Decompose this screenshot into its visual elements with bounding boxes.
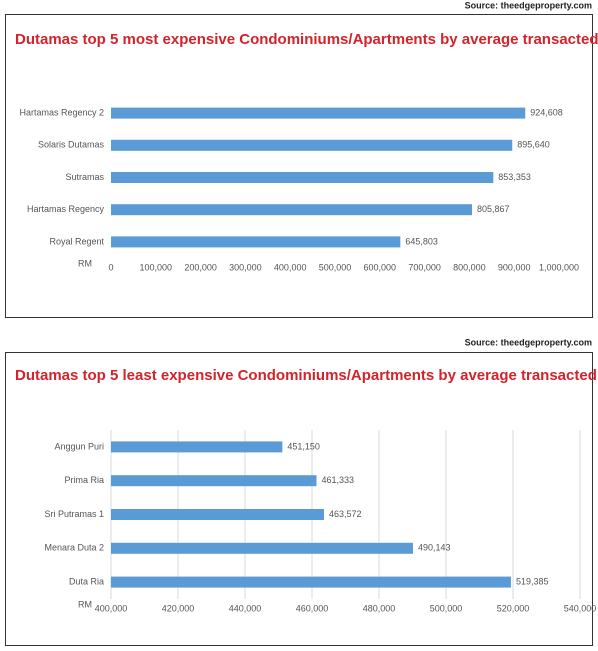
x-tick-label: 500,000	[430, 603, 463, 613]
value-label: 924,608	[530, 107, 563, 117]
y-tick-label: Hartamas Regency	[27, 204, 105, 214]
bar	[111, 204, 473, 216]
x-tick-label: 900,000	[498, 262, 531, 272]
x-tick-label: 500,000	[319, 262, 352, 272]
x-tick-label: 400,000	[274, 262, 307, 272]
bar	[111, 139, 513, 151]
x-tick-label: 1,000,000	[539, 262, 579, 272]
y-tick-label: Anggun Puri	[54, 441, 104, 451]
x-tick-label: 800,000	[453, 262, 486, 272]
y-tick-label: Solaris Dutamas	[38, 140, 105, 150]
value-label: 490,143	[418, 543, 451, 553]
y-tick-label: Hartamas Regency 2	[19, 107, 104, 117]
chart-frame	[5, 14, 593, 318]
source: Source: theedgeproperty.com	[465, 0, 592, 10]
x-tick-label: 480,000	[363, 603, 396, 613]
bar	[111, 236, 401, 248]
value-label: 461,333	[321, 475, 354, 485]
chart-title: Dutamas top 5 least expensive Condominiu…	[15, 367, 598, 384]
x-tick-label: 440,000	[229, 603, 262, 613]
value-label: 805,867	[477, 204, 510, 214]
x-tick-label: 520,000	[497, 603, 530, 613]
bar	[111, 576, 511, 588]
y-tick-label: Sri Putramas 1	[44, 509, 104, 519]
source: Source: theedgeproperty.com	[465, 337, 592, 347]
chart-title: Dutamas top 5 most expensive Condominium…	[15, 31, 598, 48]
x-axis-label: RM	[78, 599, 92, 609]
x-tick-label: 300,000	[229, 262, 262, 272]
y-tick-label: Sutramas	[65, 172, 104, 182]
y-tick-label: Royal Regent	[49, 236, 104, 246]
bar	[111, 542, 413, 554]
bar	[111, 172, 494, 183]
value-label: 519,385	[516, 576, 549, 586]
y-tick-label: Prima Ria	[64, 475, 104, 485]
x-tick-label: 700,000	[408, 262, 441, 272]
x-tick-label: 420,000	[162, 603, 195, 613]
x-axis-label: RM	[78, 258, 92, 268]
bar	[111, 475, 317, 487]
value-label: 645,803	[405, 236, 438, 246]
bar	[111, 509, 324, 520]
value-label: 895,640	[517, 140, 550, 150]
y-tick-label: Duta Ria	[69, 576, 104, 586]
x-tick-label: 600,000	[364, 262, 397, 272]
chart-frame	[5, 352, 593, 646]
x-tick-label: 100,000	[140, 262, 173, 272]
x-tick-label: 400,000	[95, 603, 128, 613]
value-label: 451,150	[287, 441, 320, 451]
x-tick-label: 200,000	[184, 262, 217, 272]
x-tick-label: 540,000	[564, 603, 597, 613]
x-tick-label: 0	[108, 262, 113, 272]
y-tick-label: Menara Duta 2	[44, 543, 104, 553]
bar	[111, 441, 283, 453]
value-label: 463,572	[329, 509, 362, 519]
value-label: 853,353	[498, 172, 531, 182]
bar	[111, 107, 526, 119]
x-tick-label: 460,000	[296, 603, 329, 613]
